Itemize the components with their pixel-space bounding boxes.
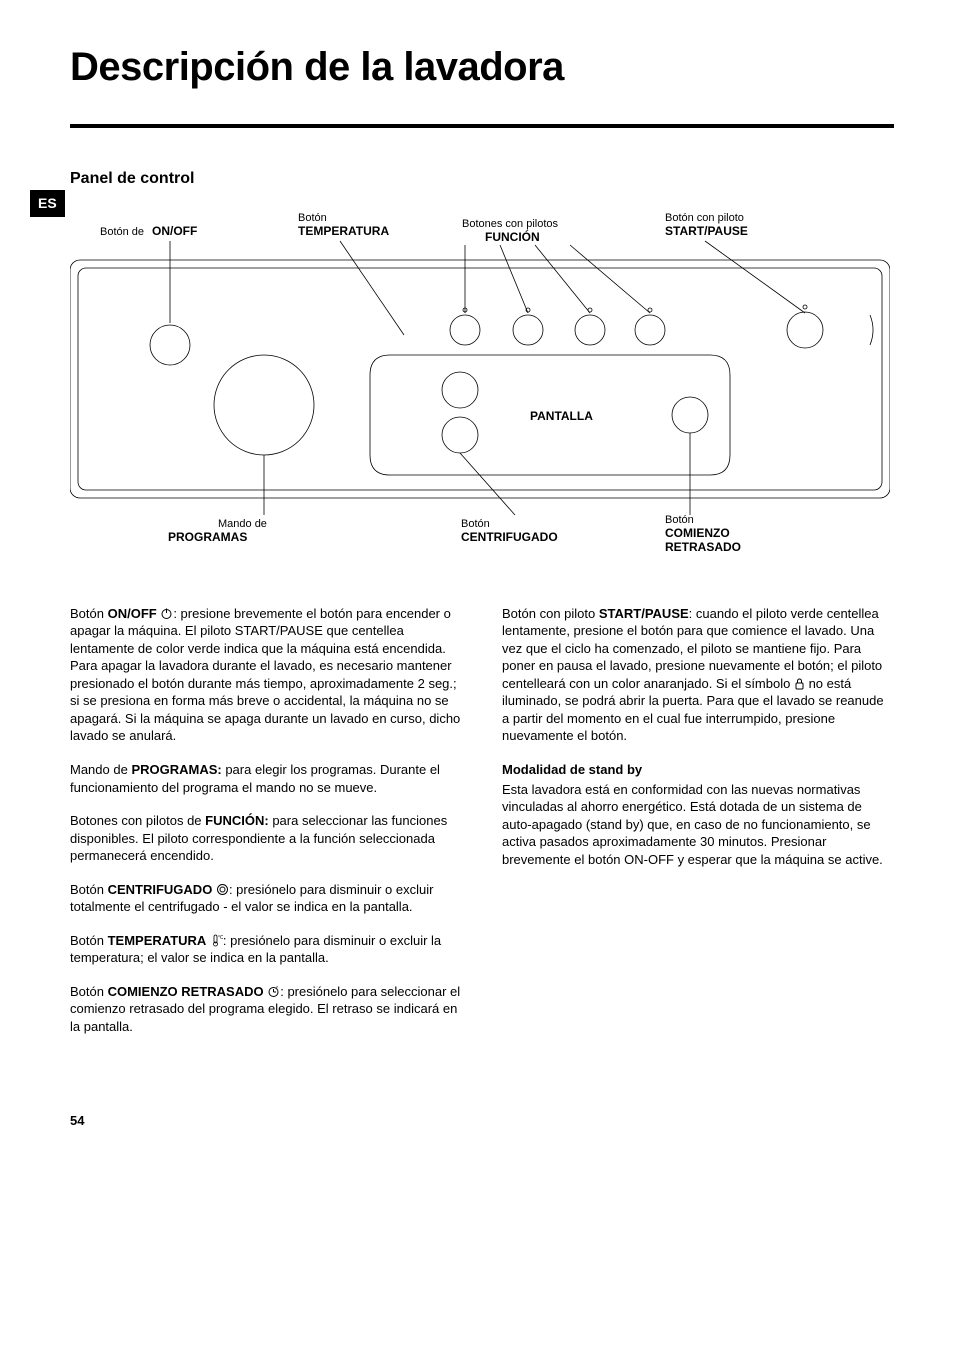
section-heading: Panel de control bbox=[70, 168, 894, 190]
bold: COMIENZO RETRASADO bbox=[108, 984, 264, 999]
text: Botón bbox=[70, 882, 108, 897]
text: Botón bbox=[70, 606, 108, 621]
spin-icon bbox=[216, 883, 229, 896]
para-programas: Mando de PROGRAMAS: para elegir los prog… bbox=[70, 761, 462, 796]
page-number: 54 bbox=[70, 1112, 894, 1130]
power-icon bbox=[160, 607, 173, 620]
page-title: Descripción de la lavadora bbox=[70, 40, 894, 94]
function-buttons-row bbox=[450, 305, 873, 348]
diagram-label-programas-pre: Mando de bbox=[218, 518, 267, 530]
para-temperatura: Botón TEMPERATURA °C: presiónelo para di… bbox=[70, 932, 462, 967]
bold: START/PAUSE bbox=[599, 606, 689, 621]
diagram-label-pantalla: PANTALLA bbox=[530, 409, 593, 423]
diagram-label-comienzo2: RETRASADO bbox=[665, 540, 741, 554]
text-columns: Botón ON/OFF : presione brevemente el bo… bbox=[70, 605, 894, 1052]
text: : presione brevemente el botón para ence… bbox=[70, 606, 460, 744]
language-tab: ES bbox=[30, 190, 65, 217]
diagram-label-temp-pre: Botón bbox=[298, 212, 327, 224]
left-column: Botón ON/OFF : presione brevemente el bo… bbox=[70, 605, 462, 1052]
para-comienzo-retrasado: Botón COMIENZO RETRASADO z: presiónelo p… bbox=[70, 983, 462, 1036]
para-centrifugado: Botón CENTRIFUGADO : presiónelo para dis… bbox=[70, 881, 462, 916]
text: Botón con piloto bbox=[502, 606, 599, 621]
diagram-label-startpause: START/PAUSE bbox=[665, 224, 748, 238]
diagram-label-centrifugado: CENTRIFUGADO bbox=[461, 530, 558, 544]
bold: FUNCIÓN: bbox=[205, 813, 269, 828]
diagram-label-func-pre: Botones con pilotos bbox=[462, 218, 559, 230]
diagram-label-centrifugado-pre: Botón bbox=[461, 518, 490, 530]
text: Botón bbox=[70, 933, 108, 948]
para-startpause: Botón con piloto START/PAUSE: cuando el … bbox=[502, 605, 894, 745]
delay-icon: z bbox=[267, 985, 280, 998]
bold: CENTRIFUGADO bbox=[108, 882, 213, 897]
diagram-label-func: FUNCIÓN bbox=[485, 229, 540, 244]
diagram-label-startpause-pre: Botón con piloto bbox=[665, 212, 744, 224]
temp-icon: °C bbox=[210, 934, 223, 947]
text: Mando de bbox=[70, 762, 131, 777]
diagram-label-programas: PROGRAMAS bbox=[168, 530, 247, 544]
diagram-label-temp: TEMPERATURA bbox=[298, 224, 389, 238]
right-column: Botón con piloto START/PAUSE: cuando el … bbox=[502, 605, 894, 1052]
bold: TEMPERATURA bbox=[108, 933, 207, 948]
para-funcion: Botones con pilotos de FUNCIÓN: para sel… bbox=[70, 812, 462, 865]
diagram-label-onoff: ON/OFF bbox=[152, 224, 197, 238]
standby-heading: Modalidad de stand by bbox=[502, 761, 894, 779]
lock-icon bbox=[794, 677, 805, 690]
control-panel-diagram: Botón de ON/OFF Botón TEMPERATURA Botone… bbox=[70, 205, 894, 565]
diagram-label-onoff-pre: Botón de bbox=[100, 226, 144, 238]
horizontal-rule bbox=[70, 124, 894, 128]
diagram-label-comienzo1: COMIENZO bbox=[665, 526, 730, 540]
text: Botón bbox=[70, 984, 108, 999]
diagram-label-comienzo-pre: Botón bbox=[665, 514, 694, 526]
para-onoff: Botón ON/OFF : presione brevemente el bo… bbox=[70, 605, 462, 745]
text: Botones con pilotos de bbox=[70, 813, 205, 828]
bold: PROGRAMAS: bbox=[131, 762, 221, 777]
bold: ON/OFF bbox=[108, 606, 157, 621]
svg-text:z: z bbox=[276, 985, 278, 989]
para-standby: Esta lavadora está en conformidad con la… bbox=[502, 781, 894, 869]
